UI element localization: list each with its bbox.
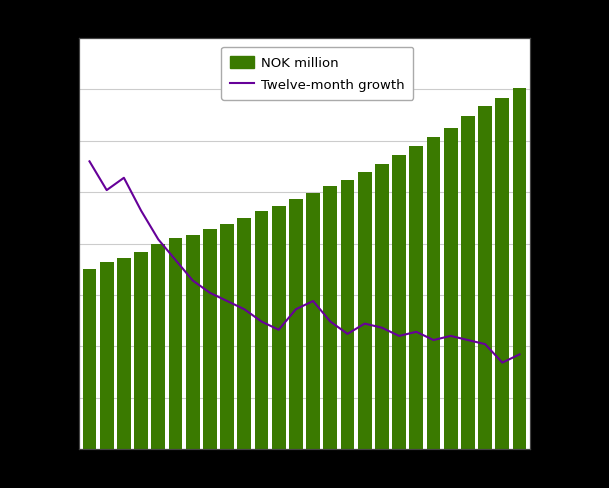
Bar bbox=[478, 107, 492, 449]
Bar bbox=[134, 252, 148, 449]
Bar bbox=[238, 219, 251, 449]
Bar bbox=[323, 187, 337, 449]
Bar bbox=[513, 89, 526, 449]
Bar bbox=[100, 263, 113, 449]
Bar bbox=[444, 129, 457, 449]
Bar bbox=[409, 147, 423, 449]
Bar bbox=[496, 99, 509, 449]
Legend: NOK million, Twelve-month growth: NOK million, Twelve-month growth bbox=[221, 48, 414, 101]
Bar bbox=[306, 194, 320, 449]
Bar bbox=[358, 173, 371, 449]
Bar bbox=[289, 200, 303, 449]
Bar bbox=[375, 164, 389, 449]
Bar bbox=[152, 244, 165, 449]
Bar bbox=[117, 258, 131, 449]
Bar bbox=[186, 235, 200, 449]
Bar bbox=[83, 269, 96, 449]
Bar bbox=[340, 181, 354, 449]
Bar bbox=[427, 138, 440, 449]
Bar bbox=[203, 229, 217, 449]
Bar bbox=[255, 212, 269, 449]
Bar bbox=[272, 207, 286, 449]
Bar bbox=[461, 117, 475, 449]
Bar bbox=[169, 238, 182, 449]
Bar bbox=[392, 156, 406, 449]
Bar bbox=[220, 224, 234, 449]
